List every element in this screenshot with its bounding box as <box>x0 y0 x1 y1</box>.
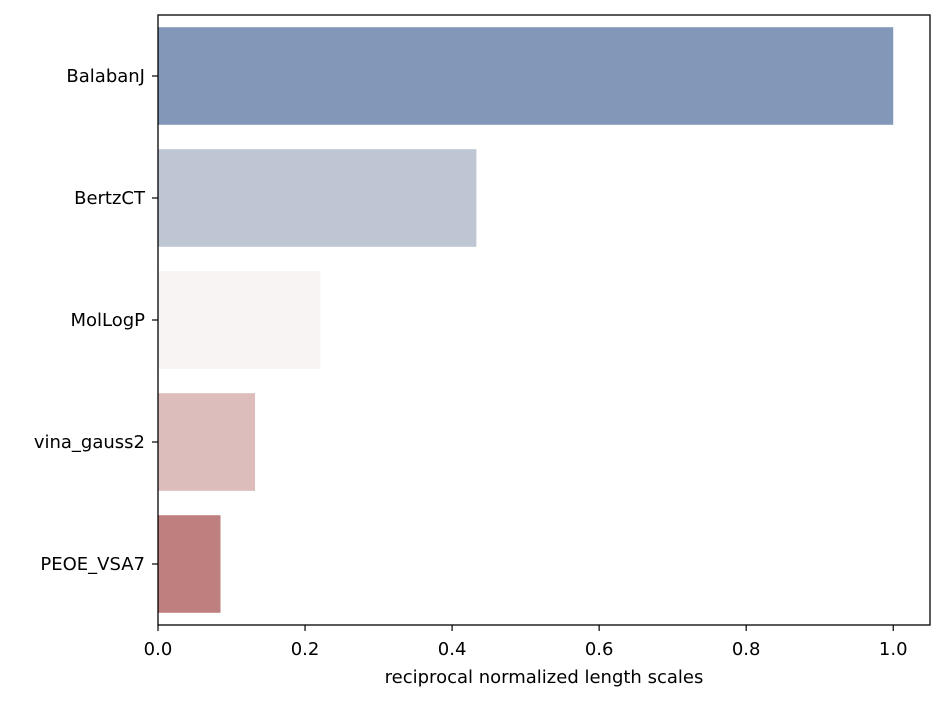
y-tick-label: BertzCT <box>74 188 146 209</box>
x-tick-label: 0.2 <box>291 639 320 660</box>
x-tick-label: 1.0 <box>879 639 908 660</box>
bar-bertzct <box>158 149 477 247</box>
y-tick-label: vina_gauss2 <box>34 432 145 453</box>
y-tick-label: MolLogP <box>70 310 145 331</box>
bar-peoe-vsa7 <box>158 515 221 613</box>
y-axis-ticks: BalabanJ BertzCT MolLogP vina_gauss2 PEOE_VS… <box>34 66 158 575</box>
x-tick-label: 0.6 <box>585 639 614 660</box>
y-tick-label: BalabanJ <box>66 66 145 87</box>
x-tick-label: 0.4 <box>438 639 467 660</box>
y-tick-label: PEOE_VSA7 <box>40 554 145 575</box>
bar-mollogp <box>158 271 321 369</box>
x-tick-label: 0.8 <box>732 639 761 660</box>
bars-group <box>158 27 894 613</box>
bar-balabanj <box>158 27 894 125</box>
x-axis-ticks: 0.0 0.2 0.4 0.6 0.8 1.0 <box>144 625 908 660</box>
bar-vina-gauss2 <box>158 393 256 491</box>
x-tick-label: 0.0 <box>144 639 173 660</box>
plot-frame <box>157 14 931 626</box>
x-axis-label: reciprocal normalized length scales <box>385 667 704 688</box>
